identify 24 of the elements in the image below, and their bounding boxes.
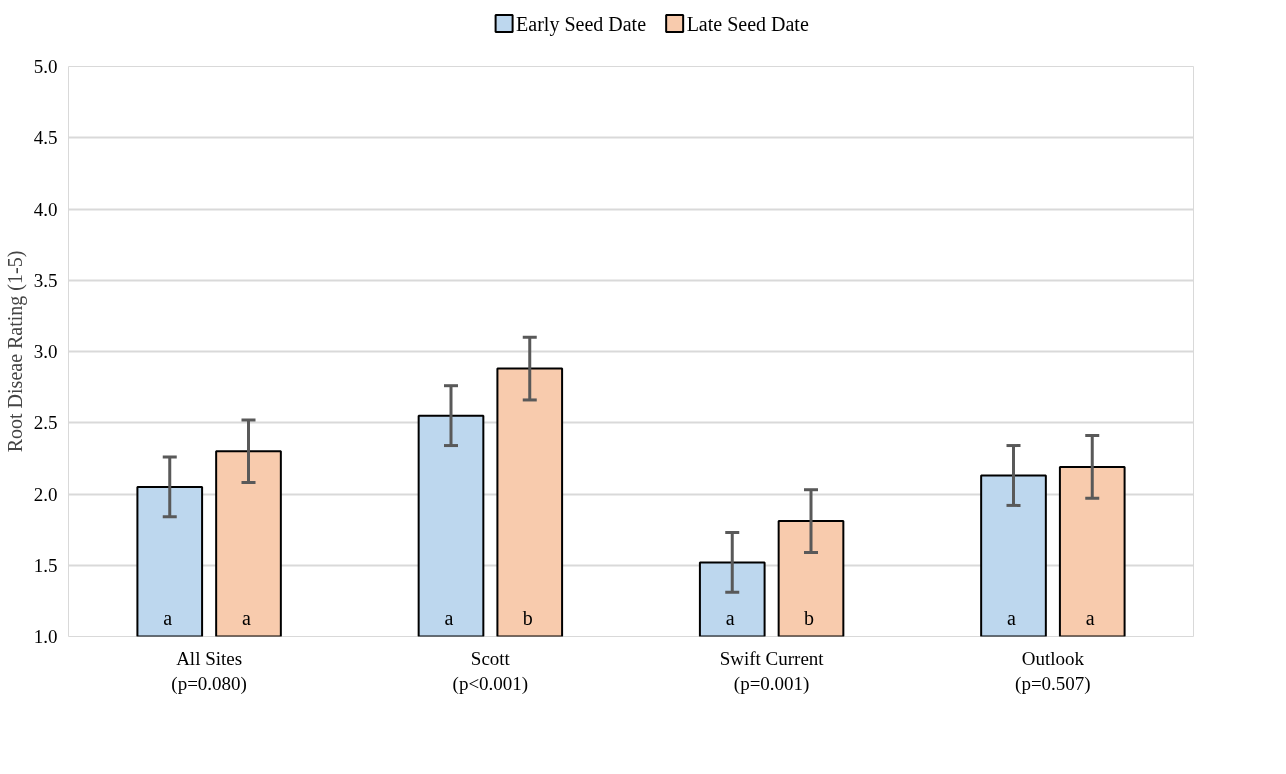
legend-label: Late Seed Date — [686, 12, 809, 35]
y-axis-title: Root Diseae Rating (1-5) — [3, 250, 27, 453]
y-tick-label: 4.5 — [33, 127, 58, 149]
y-tick-label: 1.0 — [33, 626, 58, 647]
data-label: b — [522, 606, 533, 629]
y-tick-label: 3.5 — [33, 269, 58, 291]
x-tick-label: Outlook (p=0.507) — [1015, 647, 1091, 695]
data-label: b — [804, 606, 814, 629]
y-tick-label: 4.0 — [33, 198, 58, 220]
data-label: a — [1085, 606, 1095, 629]
data-label: a — [725, 606, 735, 629]
data-label: a — [444, 606, 454, 629]
data-label: a — [242, 606, 252, 629]
data-label: a — [1007, 606, 1017, 629]
x-tick-label: Swift Current (p=0.001) — [719, 647, 825, 695]
y-tick-label: 2.5 — [33, 412, 58, 434]
y-tick-label: 1.5 — [33, 554, 58, 576]
x-tick-label: All Sites (p=0.080) — [171, 647, 247, 695]
y-tick-label: 2.0 — [33, 483, 58, 505]
y-tick-label: 5.0 — [33, 56, 58, 77]
y-tick-label: 3.0 — [33, 341, 58, 362]
legend-label: Early Seed Date — [516, 12, 647, 36]
x-tick-label: Scott (p<0.001) — [452, 647, 529, 695]
data-label: a — [163, 606, 173, 629]
